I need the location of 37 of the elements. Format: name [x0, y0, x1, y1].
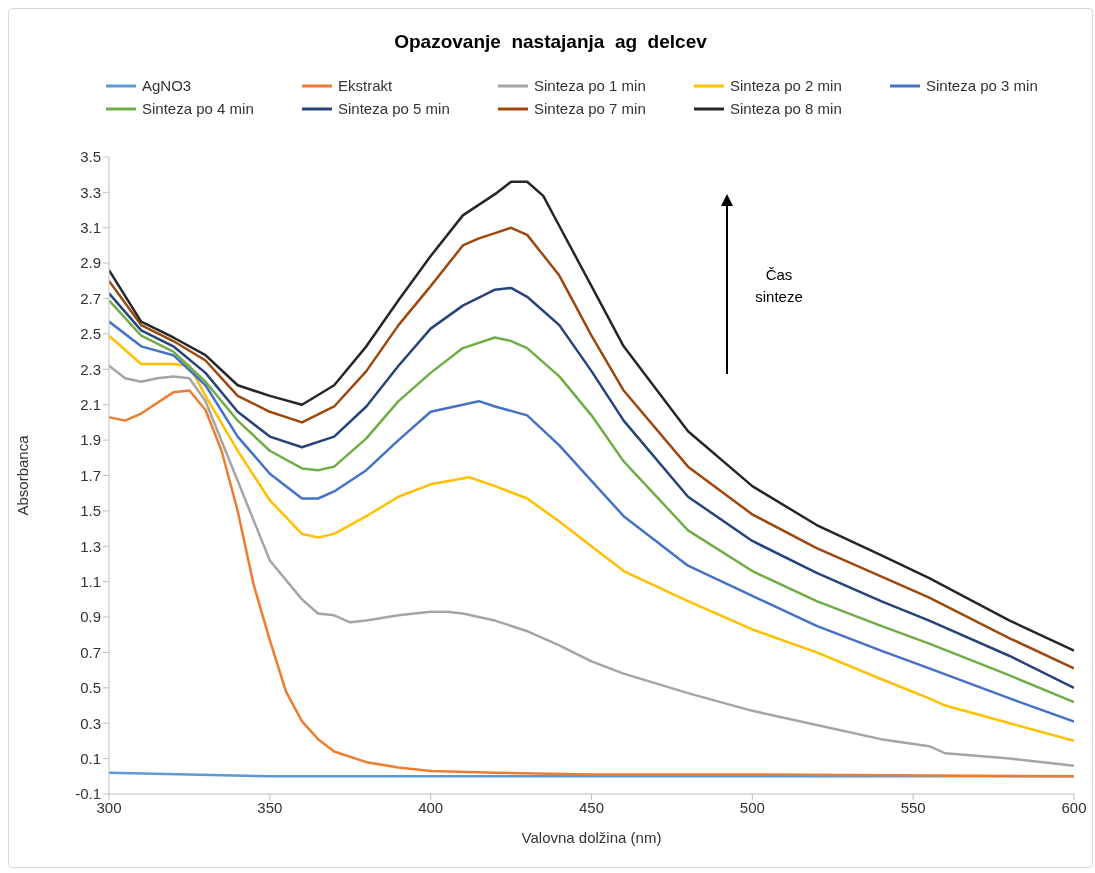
- y-tick-label: 1.9: [80, 431, 101, 449]
- x-tick-label: 450: [578, 798, 605, 816]
- chart-title: Opazovanje nastajanja ag delcev: [393, 31, 708, 53]
- legend-label: Sinteza po 5 min: [338, 100, 450, 117]
- y-tick-label: 2.3: [80, 360, 101, 378]
- annotation: Čas sinteze: [754, 265, 804, 307]
- y-tick-label: 1.7: [80, 466, 101, 484]
- legend-label: Sinteza po 8 min: [730, 100, 842, 117]
- y-tick-label: 0.9: [80, 608, 101, 626]
- x-tick-label: 350: [257, 798, 283, 816]
- y-tick-label: 2.1: [80, 396, 101, 414]
- y-tick-label: 0.7: [80, 643, 101, 661]
- y-axis-title: Absorbanca: [14, 434, 32, 516]
- y-tick-label: 0.5: [80, 679, 101, 697]
- legend-label: Sinteza po 2 min: [730, 77, 842, 94]
- x-tick-label: 500: [739, 798, 765, 816]
- legend-label: Sinteza po 1 min: [534, 77, 646, 94]
- legend-label: Sinteza po 3 min: [926, 77, 1038, 94]
- y-tick-label: 3.3: [80, 183, 101, 201]
- y-tick-label: 2.5: [80, 325, 101, 343]
- y-tick-label: 0.1: [80, 749, 101, 767]
- y-tick-label: 1.3: [80, 537, 101, 555]
- y-tick-label: 1.1: [80, 572, 101, 590]
- y-tick-label: 2.7: [80, 289, 101, 307]
- y-tick-label: 3.1: [80, 219, 101, 237]
- x-tick-label: 600: [1061, 798, 1087, 816]
- legend-label: Sinteza po 7 min: [534, 100, 646, 117]
- y-tick-label: 2.9: [80, 254, 101, 272]
- legend-label: AgNO3: [142, 77, 192, 94]
- legend-label: Ekstrakt: [338, 77, 393, 94]
- x-axis-title: Valovna dolžina (nm): [521, 828, 662, 846]
- legend-label: Sinteza po 4 min: [142, 100, 254, 117]
- x-tick-label: 550: [900, 798, 926, 816]
- x-tick-label: 400: [418, 798, 444, 816]
- y-tick-label: 3.5: [80, 148, 101, 166]
- y-tick-label: 0.3: [80, 714, 101, 732]
- y-tick-label: 1.5: [80, 502, 101, 520]
